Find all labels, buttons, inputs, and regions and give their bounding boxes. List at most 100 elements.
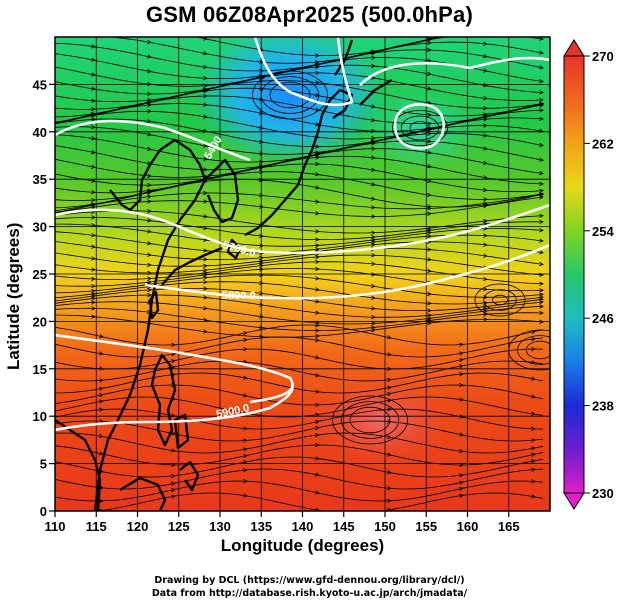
streamline-arrow [91,190,96,195]
streamline-arrow [147,68,152,74]
streamline [55,336,544,358]
streamline [55,274,544,298]
streamline-arrow [91,267,96,272]
streamline-arrow [171,365,176,370]
streamline [194,37,443,57]
streamline-arrow [315,254,320,260]
streamline-arrow [371,242,376,248]
streamline-arrow [243,447,248,452]
streamline-arrow [259,125,264,130]
streamline-arrow [315,402,320,408]
streamline-arrow [531,494,536,499]
streamline-arrow [459,357,464,363]
x-tick-label: 115 [86,519,107,534]
streamline-arrow [483,253,488,258]
y-tick-label: 5 [40,457,47,472]
streamline-arrow [147,173,152,178]
streamline-arrow [315,155,320,160]
streamline-arrow [459,414,464,419]
y-tick-label: 15 [33,362,47,377]
streamline-arrow [171,359,176,364]
streamline-arrow [259,139,264,144]
colorbar-label: 254 [592,224,614,239]
grid-lines [55,37,550,511]
streamline [55,223,544,247]
y-tick-label: 25 [33,267,47,282]
streamline-arrow [483,133,488,138]
streamline-arrow [483,317,488,322]
streamline-arrow [387,452,392,457]
streamline-arrow [259,110,264,116]
streamline-arrow [483,242,488,247]
streamline-arrow [259,267,264,272]
streamline-arrow [147,276,152,281]
streamline [55,294,544,318]
streamline-arrow [91,178,96,183]
streamline-arrow [147,146,152,151]
streamline [55,268,544,291]
streamline-arrow [315,64,320,70]
y-tick-label: 35 [33,172,47,187]
colorbar-label: 230 [592,486,614,501]
streamline-arrow [91,27,95,31]
streamline-arrow [539,288,544,293]
streamline-arrow [91,296,96,301]
streamline-arrow [259,74,264,80]
streamline [55,456,544,478]
streamline-arrow [259,165,264,171]
streamline-arrow [371,283,376,289]
streamline-arrow [315,328,320,333]
streamline-arrow [539,50,544,55]
streamline-arrow [427,164,432,169]
streamline-arrow [371,141,376,146]
streamline-eddy [508,329,550,371]
streamline-arrow [315,161,320,167]
streamline-arrow [99,366,104,371]
streamline-arrow [371,181,376,187]
x-tick-label: 130 [209,519,231,534]
streamline-arrow [539,250,544,255]
streamline-arrow [427,86,432,91]
streamline-arrow [371,136,376,141]
streamline-arrow [91,149,96,155]
streamline-arrow [427,301,432,306]
streamline-arrow [203,275,208,281]
streamline-arrow [315,259,320,265]
streamline [55,148,544,186]
streamline-arrow [171,431,176,436]
streamline-arrow [203,93,208,99]
streamline-arrow [91,283,96,289]
streamline-arrow [99,378,104,383]
streamline-arrow [91,124,96,130]
streamline-eddy [332,395,408,445]
contour-5900 [55,383,294,432]
streamline-arrow [483,27,487,31]
streamline-eddy [349,406,391,434]
streamline-arrow [171,342,176,348]
streamline-arrow [315,490,320,495]
streamline-arrow [483,41,488,46]
streamline-arrow [459,493,464,498]
contour-loop [393,103,445,150]
streamline-arrow [147,241,152,246]
streamline-arrow [459,473,464,478]
streamline [55,314,544,338]
streamline [55,132,544,171]
streamline-arrow [371,63,376,69]
streamline-arrow [315,152,320,157]
streamline-arrow [539,25,543,29]
streamline-arrow [427,321,432,326]
streamline-arrow [371,104,376,109]
streamline-arrow [427,139,432,144]
y-tick-label: 30 [33,220,47,235]
streamline-arrow [171,487,176,493]
credit-data: Data from http://database.rish.kyoto-u.a… [151,588,468,599]
streamline-arrow [427,313,432,318]
x-tick-label: 160 [457,519,479,534]
streamline [55,408,544,430]
streamline-arrow [243,426,248,431]
y-tick-labels: 0 5 10 15 20 25 30 35 40 45 [33,77,47,519]
streamline-arrow [91,57,96,62]
streamline-arrow [243,375,248,380]
streamline-arrow [371,328,376,333]
